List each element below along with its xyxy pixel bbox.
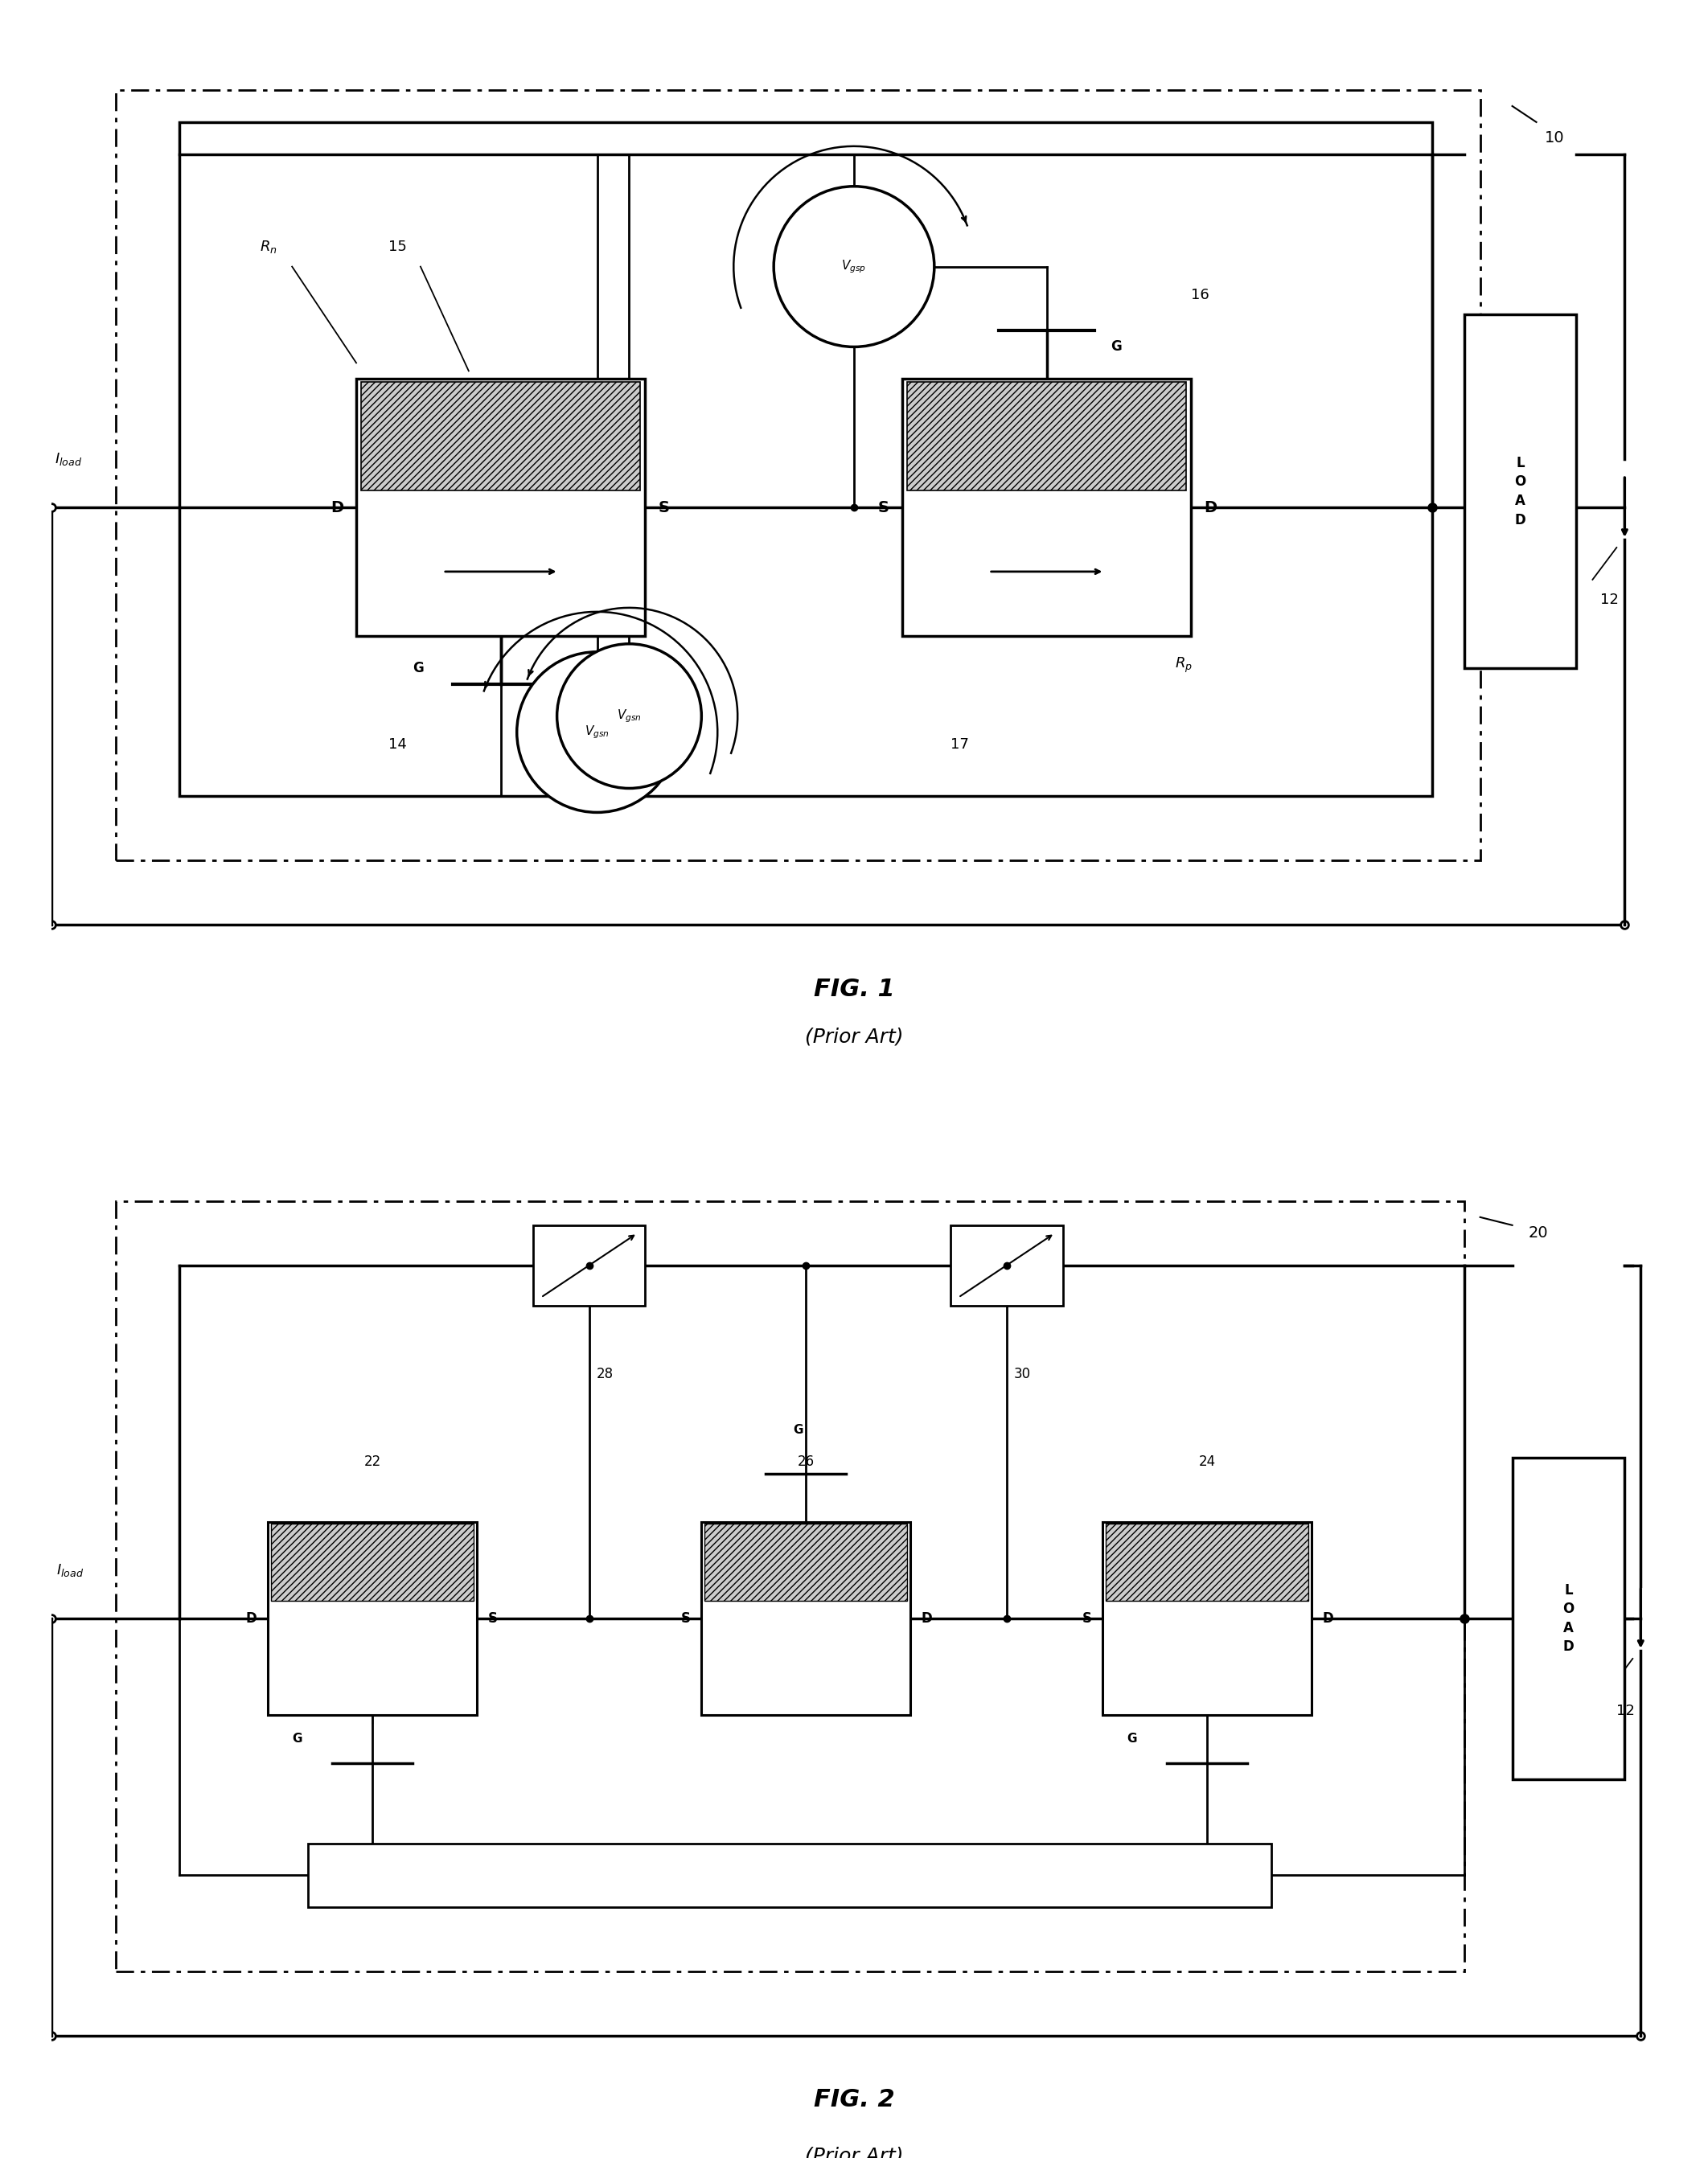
Text: FIG. 1: FIG. 1	[813, 978, 895, 1001]
Text: 30: 30	[1015, 1366, 1032, 1381]
Circle shape	[557, 643, 702, 788]
Bar	[907, 382, 1187, 490]
Text: 10: 10	[1544, 129, 1565, 147]
Text: (Prior Art): (Prior Art)	[804, 2147, 904, 2158]
Text: D: D	[246, 1612, 256, 1625]
Circle shape	[518, 652, 678, 811]
Text: 14: 14	[388, 736, 407, 751]
Bar	[533, 1226, 646, 1306]
Bar	[1512, 1459, 1624, 1778]
Text: 28: 28	[596, 1366, 613, 1381]
Bar	[1107, 1524, 1308, 1601]
Text: $R_n$: $R_n$	[260, 240, 277, 255]
Text: S: S	[1081, 1612, 1091, 1625]
Text: D: D	[1322, 1612, 1334, 1625]
Text: D: D	[921, 1612, 933, 1625]
Bar	[116, 91, 1481, 861]
Text: 12: 12	[1616, 1703, 1635, 1718]
Bar	[179, 123, 1431, 796]
Bar	[357, 380, 646, 637]
Bar	[1103, 1521, 1312, 1716]
Bar	[268, 1521, 477, 1716]
Bar	[705, 1524, 907, 1601]
Bar	[1464, 315, 1576, 669]
Text: S: S	[488, 1612, 497, 1625]
Text: (Prior Art): (Prior Art)	[804, 1027, 904, 1047]
Text: S: S	[680, 1612, 690, 1625]
Text: L
O
A
D: L O A D	[1515, 455, 1525, 527]
Text: 12: 12	[1600, 593, 1619, 606]
Text: $R_p$: $R_p$	[1175, 656, 1192, 673]
Text: 22: 22	[364, 1454, 381, 1470]
Text: S: S	[658, 501, 670, 516]
Text: $V_{gsn}$: $V_{gsn}$	[617, 708, 642, 725]
Bar	[307, 1843, 1271, 1908]
Text: 26: 26	[798, 1454, 815, 1470]
Bar	[702, 1521, 910, 1716]
Text: 24: 24	[1199, 1454, 1216, 1470]
Bar	[116, 1202, 1464, 1972]
Text: 16: 16	[1190, 287, 1209, 302]
Bar	[902, 380, 1190, 637]
Text: $I_{load}$: $I_{load}$	[55, 451, 82, 468]
Text: $V_{gsp}$: $V_{gsp}$	[842, 259, 866, 274]
Bar	[360, 382, 640, 490]
Text: S: S	[878, 501, 890, 516]
Text: $I_{load}$: $I_{load}$	[56, 1562, 84, 1577]
Text: 17: 17	[950, 736, 968, 751]
Text: D: D	[330, 501, 343, 516]
Text: G: G	[412, 660, 424, 675]
Text: G: G	[793, 1424, 803, 1437]
Bar	[272, 1524, 473, 1601]
Text: FIG. 2: FIG. 2	[813, 2089, 895, 2113]
Text: $V_{gsn}$: $V_{gsn}$	[584, 723, 610, 740]
Text: D: D	[1204, 501, 1218, 516]
Text: G: G	[1110, 339, 1122, 354]
Text: L
O
A
D: L O A D	[1563, 1582, 1575, 1655]
Text: 15: 15	[388, 240, 407, 255]
Text: G: G	[292, 1733, 302, 1746]
Circle shape	[774, 186, 934, 347]
Bar	[950, 1226, 1062, 1306]
Text: G: G	[1127, 1733, 1138, 1746]
Text: 20: 20	[1529, 1226, 1547, 1241]
